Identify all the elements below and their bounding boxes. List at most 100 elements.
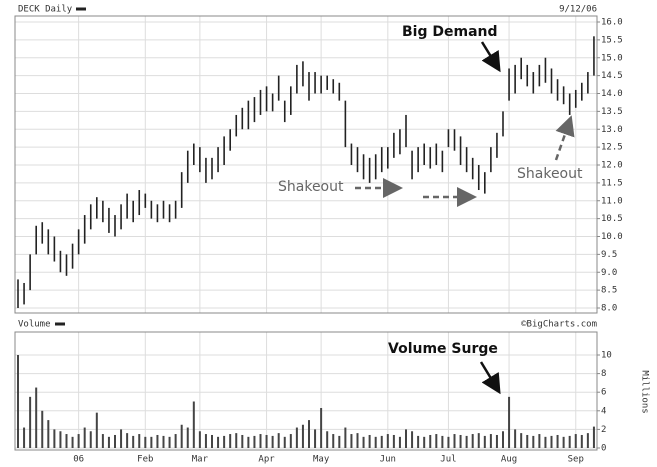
volume-bar <box>156 434 159 448</box>
x-tick-label: Jul <box>440 455 456 465</box>
volume-bar <box>344 427 347 448</box>
volume-bar <box>71 436 74 448</box>
volume-bar <box>144 436 147 448</box>
volume-bar <box>198 431 201 448</box>
volume-bar <box>126 433 129 448</box>
volume-bar <box>247 436 250 448</box>
volume-bar <box>362 436 365 448</box>
volume-bar <box>277 433 280 448</box>
volume-bar <box>271 435 274 448</box>
volume-bar <box>320 408 323 448</box>
volume-bar <box>398 436 401 448</box>
y-tick-label: 0 <box>601 444 606 454</box>
y-tick-label: 14.0 <box>601 89 623 99</box>
volume-bar <box>495 434 498 448</box>
volume-bar <box>23 427 26 448</box>
y-tick-label: 15.0 <box>601 53 623 63</box>
x-tick-label: Mar <box>192 455 209 465</box>
volume-bar <box>459 434 462 448</box>
volume-bar <box>386 434 389 448</box>
y-tick-label: 9.0 <box>601 268 617 278</box>
x-tick-label: Sep <box>568 455 584 465</box>
x-tick-label: Jun <box>380 455 396 465</box>
volume-bar <box>356 433 359 448</box>
volume-bar <box>217 436 220 448</box>
volume-bar <box>417 435 420 448</box>
volume-bar <box>114 434 116 448</box>
volume-bar <box>77 434 80 448</box>
volume-bar <box>53 429 56 448</box>
volume-bar <box>211 434 213 448</box>
volume-bar <box>544 436 547 448</box>
volume-bar <box>423 436 426 448</box>
volume-bar <box>580 434 583 448</box>
volume-bar <box>35 387 38 448</box>
volume-bar <box>107 436 110 448</box>
volume-bar <box>289 434 292 448</box>
volume-frame <box>14 331 598 451</box>
y-tick-label: 8.5 <box>601 286 617 296</box>
y-tick-label: 2 <box>601 425 606 435</box>
volume-bar <box>283 436 286 448</box>
volume-bar <box>592 426 595 448</box>
arrow <box>480 41 501 73</box>
volume-bar <box>150 436 153 448</box>
annotation: Volume Surge <box>388 341 498 357</box>
arrow <box>554 115 575 161</box>
chart-title: DECK Daily <box>18 5 73 15</box>
volume-bar <box>374 436 377 448</box>
y-tick-label: 13.5 <box>601 107 623 117</box>
volume-bar <box>508 396 511 448</box>
y-tick-label: 12.0 <box>601 161 623 171</box>
volume-bar <box>295 427 298 448</box>
y-tick-label: 10.0 <box>601 232 623 242</box>
volume-bar <box>132 435 135 448</box>
y-tick-label: 16.0 <box>601 18 623 28</box>
volume-bar <box>241 434 244 448</box>
y-tick-label: 10.5 <box>601 214 623 224</box>
date-label: 9/12/06 <box>559 5 597 15</box>
volume-bar <box>514 429 517 448</box>
volume-bar <box>447 436 450 448</box>
volume-bar <box>532 435 535 448</box>
annotation: Shakeout <box>517 166 583 182</box>
y-tick-label: 12.5 <box>601 143 623 153</box>
volume-bar <box>411 431 414 448</box>
y-tick-label: 8 <box>601 369 606 379</box>
volume-bar <box>550 435 553 448</box>
volume-bar <box>483 435 486 448</box>
volume-bar <box>453 434 456 448</box>
y-tick-label: 8.0 <box>601 304 617 314</box>
volume-bar <box>101 434 104 448</box>
volume-bar <box>259 434 262 448</box>
volume-bar <box>174 434 177 448</box>
volume-bar <box>265 434 268 448</box>
x-tick-label: 06 <box>73 455 84 465</box>
volume-bar <box>168 436 171 448</box>
y-axis-label: Millions <box>640 370 650 413</box>
volume-bar <box>192 401 195 448</box>
volume-bar <box>526 434 529 448</box>
volume-bar <box>568 435 571 448</box>
volume-bar <box>502 431 504 448</box>
annotation: Big Demand <box>402 24 498 40</box>
x-tick-label: Aug <box>501 455 517 465</box>
volume-bar <box>562 436 565 448</box>
y-tick-label: 13.0 <box>601 125 623 135</box>
volume-bar <box>586 433 589 448</box>
volume-bar <box>477 433 480 448</box>
volume-bar <box>59 431 62 448</box>
volume-bar <box>17 355 19 448</box>
volume-bar <box>368 434 371 448</box>
x-tick-label: Feb <box>137 455 153 465</box>
y-tick-label: 14.5 <box>601 71 623 81</box>
y-tick-label: 11.0 <box>601 196 623 206</box>
y-tick-label: 6 <box>601 388 606 398</box>
volume-bar <box>138 434 141 448</box>
volume-bar <box>392 434 395 448</box>
annotation: Shakeout <box>278 179 344 195</box>
volume-bar <box>326 431 329 448</box>
volume-bar <box>83 427 86 448</box>
volume-bar <box>253 435 256 448</box>
